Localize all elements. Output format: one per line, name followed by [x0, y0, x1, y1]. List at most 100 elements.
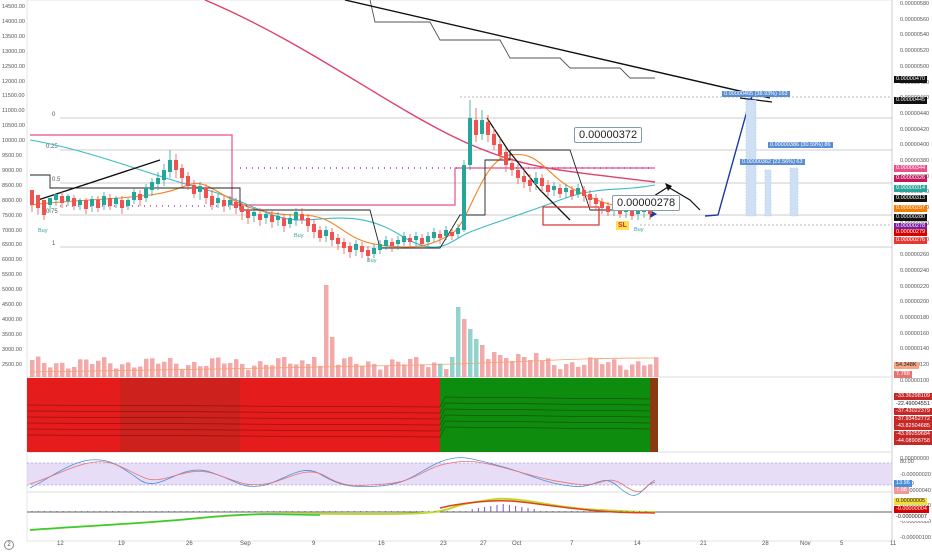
candle-body — [246, 210, 250, 218]
volume-bar — [450, 357, 455, 377]
target-zone-bar — [745, 99, 757, 217]
candle-body — [126, 200, 130, 206]
descending-trendline — [344, 0, 771, 99]
candle-body — [264, 214, 268, 218]
volume-bar — [654, 357, 659, 377]
volume-bar — [342, 358, 347, 377]
candle-body — [480, 120, 484, 134]
candle-body — [372, 248, 376, 254]
x-axis-tick: 7 — [570, 541, 574, 547]
candle-body — [204, 188, 208, 198]
candle-body — [276, 216, 280, 220]
buy-signal-label: Buy — [634, 227, 644, 233]
price-tag: 0.00000280 — [894, 214, 928, 221]
heatmap-tag: -43.82504685 — [894, 423, 932, 430]
volume-bar — [108, 363, 113, 377]
fib-level-label: 0.75 — [46, 209, 58, 215]
right-axis-tick: 0.00000340 — [900, 189, 930, 196]
volume-bar — [348, 356, 353, 377]
candle-body — [228, 200, 232, 205]
volume-bar — [252, 365, 257, 377]
volume-bar — [114, 368, 119, 377]
fib-level-label: 0.5 — [52, 177, 61, 183]
candle-body — [144, 188, 148, 198]
stochastic-k-line — [29, 457, 656, 496]
volume-bar — [540, 360, 545, 377]
projection-arrow-a-head — [665, 183, 672, 191]
volume-bar — [600, 364, 605, 377]
volume-bar — [402, 364, 407, 377]
x-axis-tick: 26 — [186, 541, 193, 547]
volume-bar — [630, 364, 635, 377]
candle-body — [360, 246, 364, 252]
volume-bar — [180, 369, 185, 377]
resistance-staircase — [369, 0, 655, 79]
price-tag: 0.00000278 — [894, 223, 928, 230]
candle-body — [402, 236, 406, 242]
candle-body — [30, 190, 34, 205]
left-axis-tick: 10500.00 — [2, 123, 25, 130]
volume-bar — [414, 357, 419, 377]
right-axis-tick: 0.00000260 — [900, 252, 930, 259]
volume-bar — [330, 337, 335, 377]
volume-bar — [510, 361, 515, 377]
volume-bar — [162, 361, 167, 377]
candle-body — [192, 185, 196, 194]
volume-bar — [552, 365, 557, 377]
volume-bar — [228, 362, 233, 377]
candle-body — [606, 206, 610, 212]
stop-loss-label: SL — [616, 221, 629, 230]
candle-body — [216, 198, 220, 203]
volume-bar — [378, 369, 383, 377]
volume-bar — [438, 363, 443, 377]
candle-body — [324, 230, 328, 236]
volume-bar — [258, 361, 263, 377]
volume-bar — [216, 357, 221, 377]
left-axis-tick: 11500.00 — [2, 93, 25, 100]
heatmap-level-line — [26, 402, 651, 414]
x-axis-tick: 21 — [700, 541, 707, 547]
volume-bar — [132, 367, 137, 377]
candle-body — [456, 228, 460, 234]
momentum-tag: -0.00000004 — [894, 506, 929, 513]
momentum-down-line — [439, 500, 656, 514]
volume-bar — [444, 369, 449, 377]
volume-bar — [522, 357, 527, 377]
volume-bar — [384, 365, 389, 377]
right-axis-tick: 0.00000220 — [900, 283, 930, 290]
candle-body — [336, 238, 340, 244]
volume-bar — [636, 361, 641, 377]
candle-body — [282, 218, 286, 226]
candle-body — [354, 244, 358, 250]
volume-tag: 7.788 — [894, 371, 912, 378]
candle-body — [174, 160, 178, 170]
left-axis-tick: 7000.00 — [2, 227, 22, 234]
support-box — [542, 206, 600, 226]
candle-body — [450, 232, 454, 236]
settings-toggle-button[interactable]: 2 — [4, 540, 14, 550]
volume-bar — [102, 357, 107, 377]
volume-bar — [594, 358, 599, 377]
x-axis-tick: 19 — [118, 541, 125, 547]
candle-body — [114, 198, 118, 204]
candle-body — [120, 200, 124, 208]
heatmap-tag: -22.49004551 — [894, 400, 932, 408]
volume-bar — [144, 358, 149, 377]
volume-bar — [84, 359, 89, 377]
right-axis-tick: 0.00000540 — [900, 32, 930, 39]
left-axis-tick: 4000.00 — [2, 316, 22, 323]
price-tag: 0.00000470 — [894, 76, 928, 83]
right-axis-tick: -0.00000040 — [900, 487, 931, 494]
left-axis-tick: 3500.00 — [2, 331, 22, 338]
fib-level-label: 1 — [52, 241, 56, 247]
volume-tag: 54.348K — [894, 362, 919, 369]
volume-bar — [240, 363, 245, 377]
volume-bar — [492, 352, 497, 377]
heatmap-tag: -43.99259684 — [894, 430, 932, 438]
candle-body — [210, 196, 214, 205]
candle-body — [180, 168, 184, 178]
volume-bar — [306, 364, 311, 377]
right-axis-tick: 0.00000000 — [900, 456, 930, 463]
